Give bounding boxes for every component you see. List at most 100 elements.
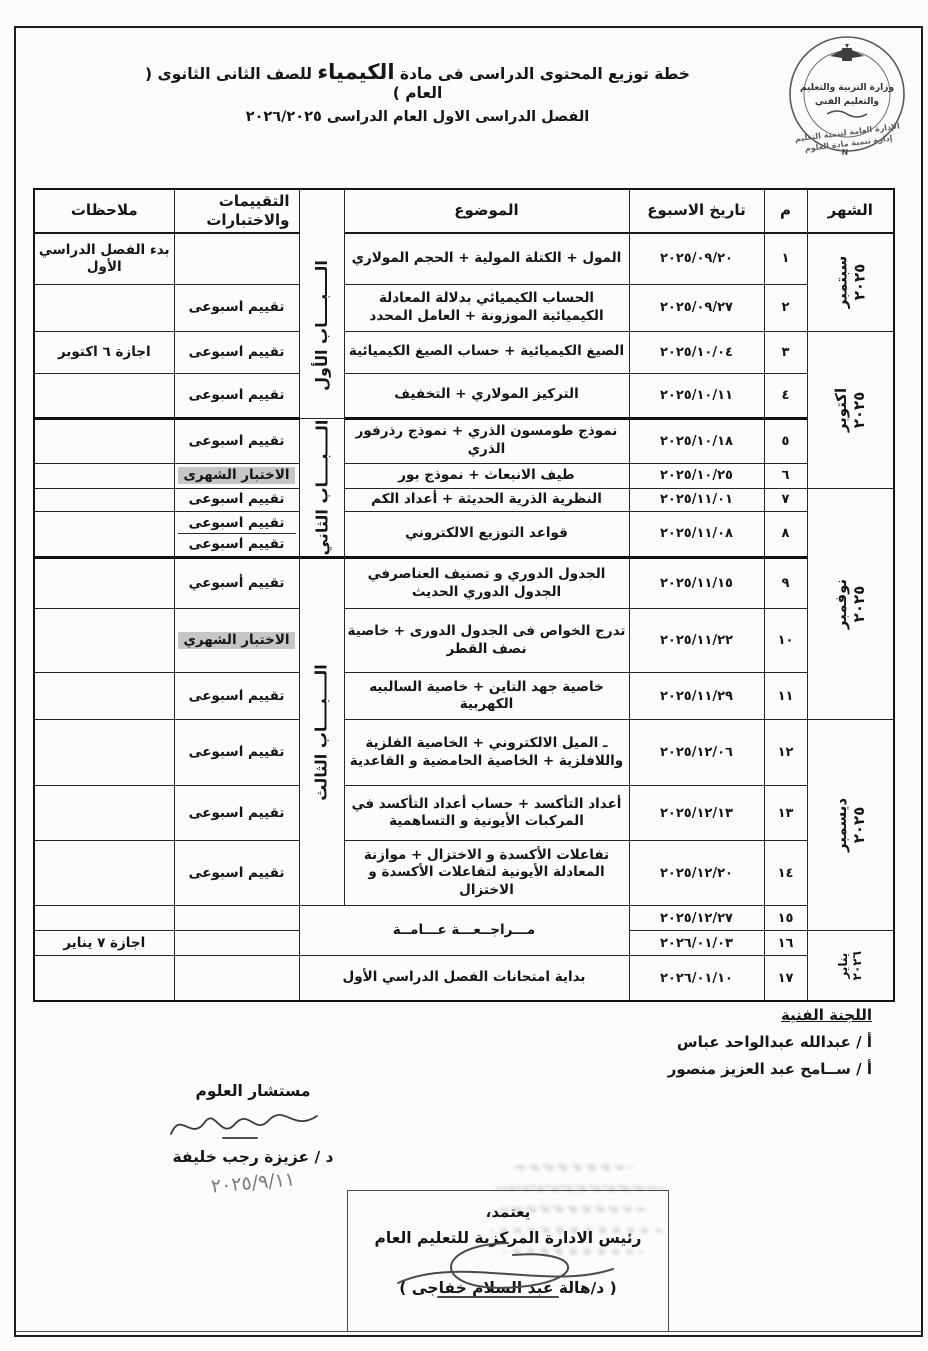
col-header-num: م [763, 188, 808, 234]
notes-cell [33, 487, 175, 512]
topic-cell: الحساب الكيميائي بدلالة المعادلة الكيميا… [343, 283, 630, 332]
table-row: اكتوبر ٢٠٢٥ ٣ ٢٠٢٥/١٠/٠٤ الصيغ الكيميائية… [33, 330, 895, 489]
week-date: ٢٠٢٥/١٠/١١ [628, 372, 765, 420]
eval-cell: تقييم اسبوعى [173, 330, 300, 374]
month-cell-september: سبتمبر ٢٠٢٥ [806, 232, 895, 332]
table-row: ديسمبر ٢٠٢٥ ١٢ ٢٠٢٥/١٢/٠٦ ـ الميل الالكتر… [33, 719, 895, 932]
week-number: ١٠ [763, 608, 808, 674]
notes-cell [33, 840, 175, 907]
svg-text:وزارة التربية والتعليم: وزارة التربية والتعليم [800, 83, 894, 93]
science-advisor-block: مستشار العلوم د / عزيزة رجب خليفة ٢٠٢٥/٩… [118, 1082, 388, 1198]
monthly-exam-highlight: الاختبار الشهرى [178, 467, 295, 484]
topic-cell-general-review: مـــراجــعـــة عـــامــة [298, 905, 630, 957]
table-row: ٩ ٢٠٢٥/١١/١٥ الجدول الدوري و تصنيف العنا… [33, 557, 894, 907]
table-row: ٥ ٢٠٢٥/١٠/١٨ نموذج طومسون الذري + نموذج … [33, 417, 894, 560]
eval-cell: تقييم اسبوعى [173, 840, 300, 907]
week-number: ١٢ [763, 719, 808, 787]
topic-cell: تفاعلات الأكسدة و الاختزال + موازنة المع… [343, 840, 630, 907]
curriculum-table: الشهر م تاريخ الاسبوع الموضوع التقييمات … [33, 188, 895, 1002]
eval-cell-double: تقييم اسبوعى تقييم اسبوعى [173, 510, 300, 560]
table-row: ١٠ ٢٠٢٥/١١/٢٢ تدرج الخواص فى الجدول الدو… [33, 608, 894, 674]
col-header-unit [298, 188, 345, 233]
eval-lower: تقييم اسبوعى [177, 533, 296, 554]
advisor-title: مستشار العلوم [195, 1082, 311, 1100]
notes-cell [33, 672, 175, 721]
topic-cell: خاصية جهد التاين + خاصية السالبيه الكهرب… [343, 672, 630, 721]
month-cell-november: نوفمبر ٢٠٢٥ [806, 487, 895, 721]
week-date: ٢٠٢٥/٠٩/٢٧ [628, 283, 765, 332]
topic-cell: نموذج طومسون الذري + نموذج رذرفور الذري [343, 417, 630, 464]
topic-cell: أعداد التأكسد + حساب أعداد التأكسد في ال… [343, 785, 630, 842]
week-date: ٢٠٢٥/١٢/٢٠ [628, 840, 765, 907]
col-header-date: تاريخ الاسبوع [628, 188, 765, 234]
approval-word: يعتمد، [485, 1203, 531, 1221]
eval-cell: تقييم اسبوعى [173, 487, 300, 512]
eval-header-line1: التقييمات [218, 191, 290, 210]
week-number: ١٣ [763, 785, 808, 842]
topic-cell: الصيغ الكيميائية + حساب الصيغ الكيميائية [343, 330, 630, 374]
eval-header-line2: والاختبارات [206, 211, 290, 229]
week-number: ٨ [763, 510, 808, 560]
title-prefix: خطة توزيع المحتوى الدراسى فى مادة [394, 65, 690, 83]
notes-cell [33, 510, 175, 560]
week-number: ٤ [763, 372, 808, 420]
col-header-month: الشهر [806, 188, 895, 234]
notes-cell [33, 462, 175, 489]
week-date: ٢٠٢٥/١٢/٠٦ [628, 719, 765, 787]
week-number: ٥ [763, 417, 808, 464]
document-subtitle: الفصل الدراسى الاول العام الدراسى ٢٠٢٦/٢… [245, 109, 590, 125]
week-number: ١٥ [763, 905, 808, 932]
committee-member-1: أ / عبدالله عبدالواحد عباس [676, 1033, 872, 1051]
topic-cell: قواعد التوزيع الالكتروني [343, 510, 630, 560]
week-number: ١١ [763, 672, 808, 721]
topic-cell: التركيز المولاري + التخفيف [343, 372, 630, 420]
week-date: ٢٠٢٥/١١/٢٩ [628, 672, 765, 721]
notes-cell [33, 417, 175, 464]
table-row: ١٤ ٢٠٢٥/١٢/٢٠ تفاعلات الأكسدة و الاختزال… [33, 840, 894, 907]
eval-cell [173, 905, 300, 932]
notes-cell [33, 283, 175, 332]
week-date: ٢٠٢٥/١٠/٠٤ [628, 330, 765, 374]
col-header-eval: التقييمات والاختبارات [173, 188, 300, 234]
col-header-notes: ملاحظات [33, 188, 175, 234]
topic-cell: ـ الميل الالكتروني + الخاصية الفلزية وال… [343, 719, 630, 787]
eval-cell: تقييم اسبوعى [173, 672, 300, 721]
notes-cell [33, 608, 175, 674]
week-number: ٩ [763, 557, 808, 610]
week-date: ٢٠٢٦/٠١/١٠ [628, 955, 765, 1002]
week-date: ٢٠٢٥/١٢/٢٧ [628, 905, 765, 932]
advisor-signature [170, 1113, 318, 1139]
technical-committee-block: اللجنة الفنية أ / عبدالله عبدالواحد عباس… [552, 1006, 872, 1078]
week-number: ٣ [763, 330, 808, 374]
approval-title: رئيس الادارة المركزية للتعليم العام [374, 1229, 642, 1247]
eval-cell: تقييم أسبوعي [173, 557, 300, 610]
table-row: ١٧ ٢٠٢٦/٠١/١٠ بداية امتحانات الفصل الدرا… [33, 955, 894, 1002]
week-date: ٢٠٢٥/١١/١٥ [628, 557, 765, 610]
eval-cell: تقييم اسبوعى [173, 719, 300, 787]
table-row: ١٥ ٢٠٢٥/١٢/٢٧ مـــراجــعـــة عـــامــة [33, 905, 894, 957]
notes-cell [33, 785, 175, 842]
week-number: ١٤ [763, 840, 808, 907]
notes-cell [33, 905, 175, 932]
notes-cell: بدء الفصل الدراسي الأول [33, 232, 175, 285]
topic-cell-exams-start: بداية امتحانات الفصل الدراسي الأول [298, 955, 630, 1002]
notes-cell: اجازة ٦ اكتوبر [33, 330, 175, 374]
table-row: ٤ ٢٠٢٥/١٠/١١ التركيز المولاري + التخفيف … [33, 372, 894, 420]
table-row: ٢ ٢٠٢٥/٠٩/٢٧ الحساب الكيميائي بدلالة الم… [33, 283, 894, 332]
month-cell-december: ديسمبر ٢٠٢٥ [806, 719, 895, 932]
eval-cell [173, 232, 300, 285]
seal-center-text: وزارة التربية والتعليم والتعليم الفني [800, 83, 894, 118]
topic-cell: النظرية الذرية الحديثة + أعداد الكم [343, 487, 630, 512]
approval-block: يعتمد، رئيس الادارة المركزية للتعليم الع… [347, 1190, 669, 1332]
col-header-topic: الموضوع [343, 188, 630, 234]
week-date: ٢٠٢٥/١٢/١٣ [628, 785, 765, 842]
title-suffix: للصف الثانى الثانوى ( العام ) [145, 65, 443, 102]
week-number: ١٦ [763, 930, 808, 957]
topic-cell: طيف الانبعاث + نموذج بور [343, 462, 630, 489]
unit-cell-chapter-1: الــــبــــاب الأول [298, 233, 345, 419]
document-title: خطة توزيع المحتوى الدراسى فى مادة الكيمي… [125, 60, 710, 102]
week-date: ٢٠٢٦/٠١/٠٣ [628, 930, 765, 957]
week-date: ٢٠٢٥/١١/٢٢ [628, 608, 765, 674]
eval-cell: تقييم اسبوعى [173, 283, 300, 332]
